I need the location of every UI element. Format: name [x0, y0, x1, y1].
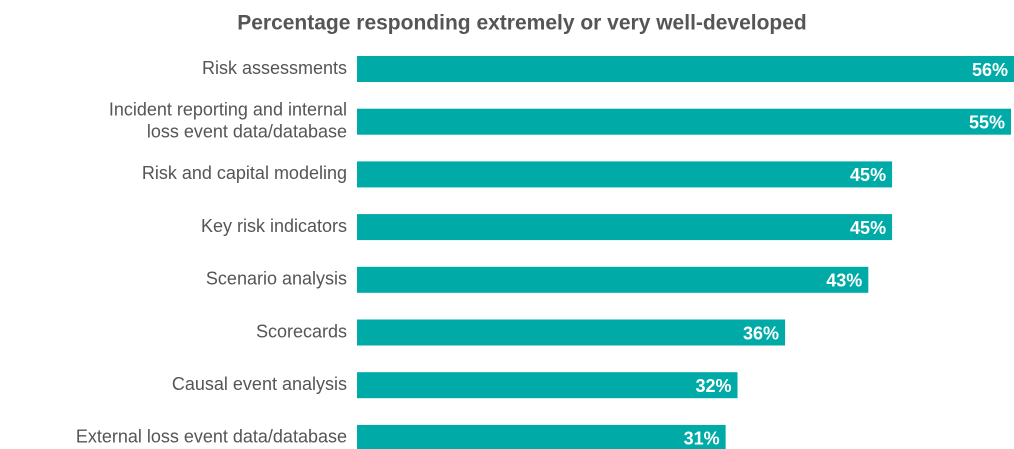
bar: [357, 161, 893, 188]
bar: [357, 56, 1014, 82]
bar: [357, 266, 869, 293]
value-label: 43%: [826, 271, 862, 291]
chart-title: Percentage responding extremely or very …: [237, 12, 807, 35]
category-label: External loss event data/database: [76, 427, 347, 447]
value-label: 45%: [850, 165, 886, 185]
category-label: Scenario analysis: [206, 269, 347, 289]
bar: [357, 108, 1011, 135]
category-label: Scorecards: [256, 321, 347, 341]
category-label: Key risk indicators: [201, 216, 347, 236]
bar: [357, 372, 738, 399]
value-label: 36%: [743, 323, 779, 343]
value-label: 32%: [695, 376, 731, 396]
value-label: 31%: [684, 429, 720, 449]
category-label: Risk assessments: [202, 58, 347, 78]
value-label: 45%: [850, 218, 886, 238]
bar: [357, 214, 893, 241]
category-label: Incident reporting and internal loss even…: [109, 99, 347, 141]
bar: [357, 424, 726, 449]
bar: [357, 319, 786, 346]
value-label: 55%: [969, 112, 1005, 132]
value-label: 56%: [972, 60, 1008, 80]
category-label: Causal event analysis: [172, 374, 347, 394]
category-label: Risk and capital modeling: [142, 163, 347, 183]
